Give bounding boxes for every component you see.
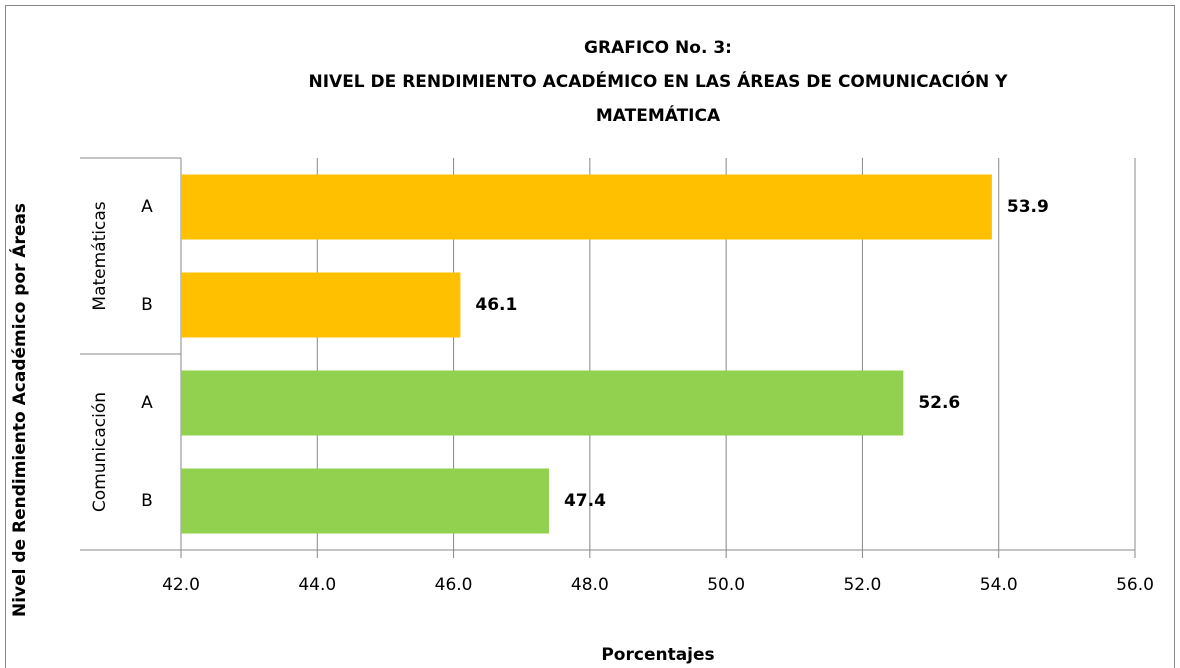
x-tick-label: 54.0: [980, 575, 1018, 595]
x-tick-label: 56.0: [1116, 575, 1154, 595]
chart-title: GRAFICO No. 3:: [584, 38, 732, 58]
x-tick-label: 46.0: [435, 575, 473, 595]
value-label: 46.1: [475, 295, 517, 315]
bar: [181, 468, 549, 534]
bar: [181, 272, 461, 338]
bar: [181, 174, 992, 240]
value-label: 53.9: [1007, 197, 1049, 217]
category-label: B: [141, 491, 153, 511]
x-tick-label: 52.0: [843, 575, 881, 595]
chart-title: MATEMÁTICA: [596, 104, 721, 126]
x-tick-label: 48.0: [571, 575, 609, 595]
x-tick-label: 42.0: [162, 575, 200, 595]
category-label: A: [141, 197, 153, 217]
x-axis-title: Porcentajes: [601, 645, 714, 665]
bar: [181, 370, 904, 436]
x-tick-label: 50.0: [707, 575, 745, 595]
value-label: 52.6: [918, 393, 960, 413]
group-label: Comunicación: [90, 392, 110, 512]
category-label: B: [141, 295, 153, 315]
category-label: A: [141, 393, 153, 413]
x-tick-label: 44.0: [298, 575, 336, 595]
y-axis-title: Nivel de Rendimiento Académico por Áreas: [8, 203, 30, 617]
group-label: Matemáticas: [90, 201, 110, 310]
chart-title: NIVEL DE RENDIMIENTO ACADÉMICO EN LAS ÁR…: [308, 70, 1008, 92]
value-label: 47.4: [564, 491, 606, 511]
